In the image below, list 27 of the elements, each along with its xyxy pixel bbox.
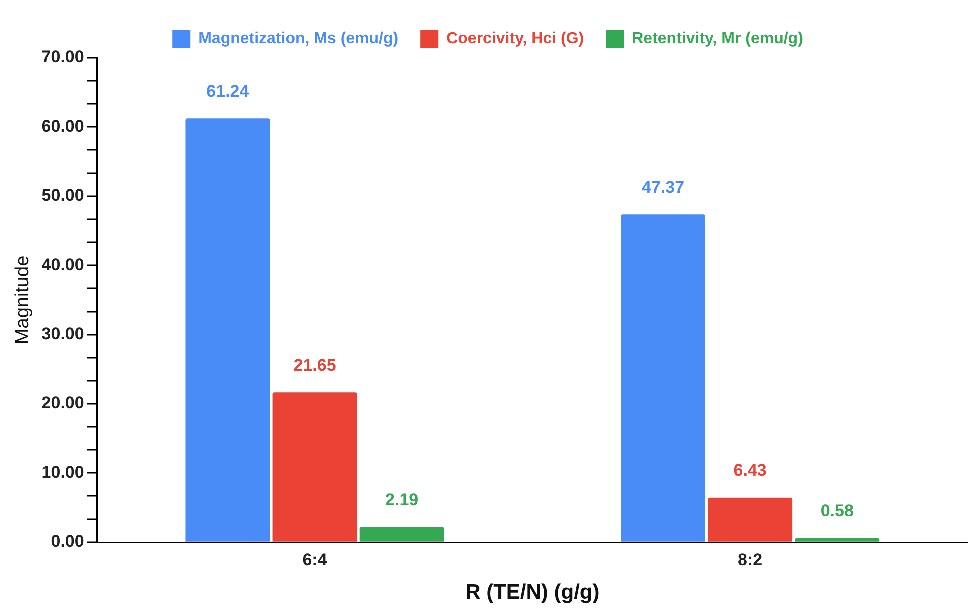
data-label: 0.58 (820, 502, 854, 521)
legend-label: Retentivity, Mr (emu/g) (632, 30, 804, 48)
y-tick-label: 0.00 (51, 532, 84, 552)
x-tick-label: 6:4 (302, 550, 328, 570)
x-tick-label: 8:2 (738, 550, 763, 570)
x-axis-title: R (TE/N) (g/g) (466, 581, 600, 604)
bar (621, 214, 706, 542)
data-label: 21.65 (294, 356, 336, 375)
bar (360, 527, 444, 542)
legend-label: Coercivity, Hci (G) (446, 30, 584, 48)
bar (708, 498, 793, 542)
data-label: 6.43 (734, 461, 767, 480)
y-tick-label: 50.00 (42, 186, 84, 206)
y-tick-label: 40.00 (42, 255, 84, 274)
data-label: 47.37 (642, 178, 685, 197)
bar (186, 118, 270, 542)
y-tick-label: 10.00 (42, 462, 84, 482)
y-tick-label: 30.00 (42, 324, 84, 344)
data-label: 61.24 (206, 82, 250, 101)
y-tick-label: 20.00 (42, 394, 84, 413)
data-label: 2.19 (386, 490, 419, 510)
bar (795, 538, 880, 542)
legend-label: Magnetization, Ms (emu/g) (198, 30, 399, 48)
bar (272, 392, 358, 542)
y-axis-title: Magnitude (12, 256, 34, 345)
y-tick-label: 70.00 (42, 48, 84, 67)
y-tick-label: 60.00 (42, 116, 84, 136)
